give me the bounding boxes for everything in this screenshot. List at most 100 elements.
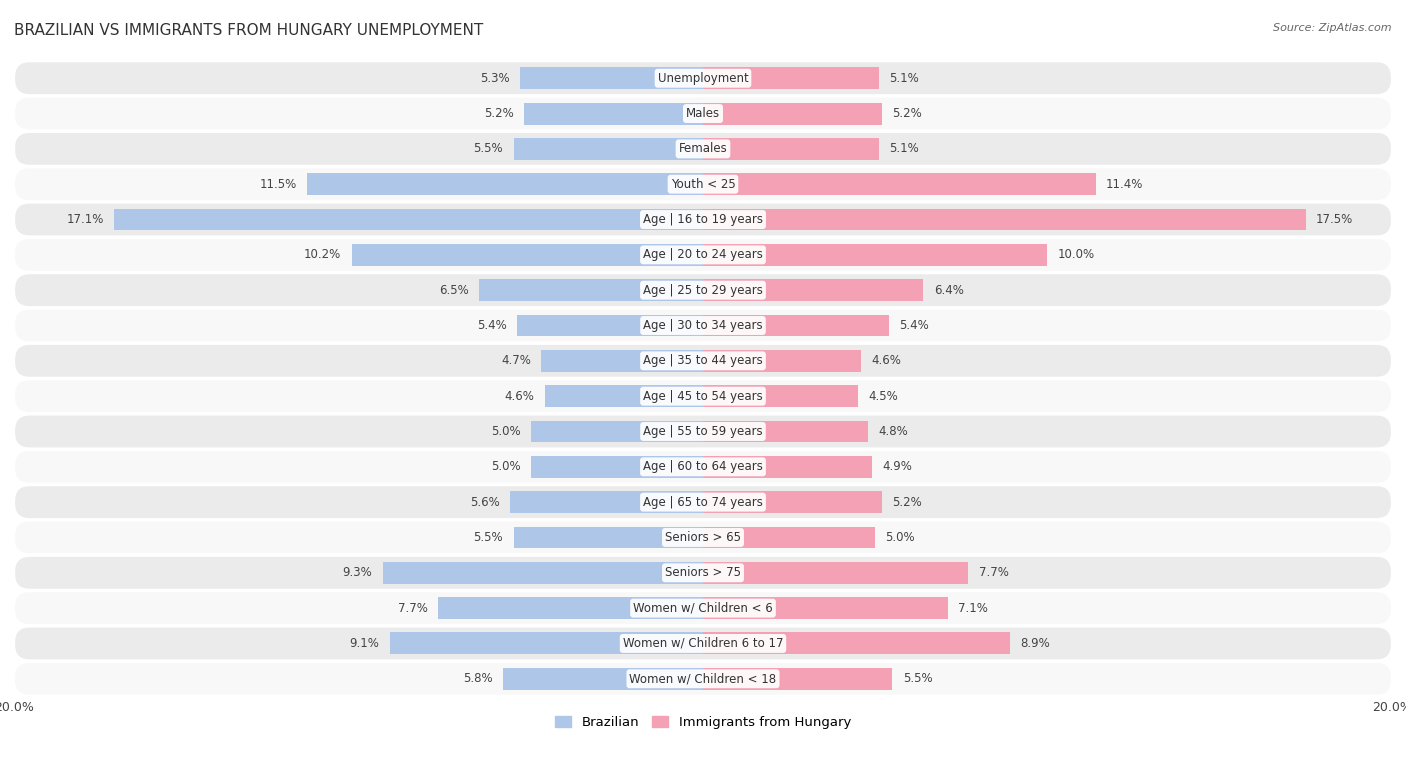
Text: Source: ZipAtlas.com: Source: ZipAtlas.com	[1274, 23, 1392, 33]
Text: 8.9%: 8.9%	[1019, 637, 1050, 650]
Text: 5.8%: 5.8%	[463, 672, 494, 685]
Bar	[703, 244, 1047, 266]
FancyBboxPatch shape	[14, 450, 1392, 484]
Bar	[524, 103, 703, 124]
Bar	[703, 491, 882, 513]
Text: Women w/ Children < 18: Women w/ Children < 18	[630, 672, 776, 685]
FancyBboxPatch shape	[14, 485, 1392, 519]
Text: 10.2%: 10.2%	[304, 248, 342, 261]
Text: 5.5%: 5.5%	[474, 142, 503, 155]
Text: 5.0%: 5.0%	[491, 425, 520, 438]
Text: 11.4%: 11.4%	[1107, 178, 1143, 191]
Text: Age | 16 to 19 years: Age | 16 to 19 years	[643, 213, 763, 226]
FancyBboxPatch shape	[14, 273, 1392, 307]
FancyBboxPatch shape	[14, 167, 1392, 201]
FancyBboxPatch shape	[14, 591, 1392, 625]
Bar	[703, 421, 869, 442]
Bar	[437, 597, 703, 619]
Text: Age | 25 to 29 years: Age | 25 to 29 years	[643, 284, 763, 297]
Text: 6.5%: 6.5%	[439, 284, 468, 297]
FancyBboxPatch shape	[14, 556, 1392, 590]
Bar	[479, 279, 703, 301]
Text: 6.4%: 6.4%	[934, 284, 963, 297]
FancyBboxPatch shape	[14, 379, 1392, 413]
Text: 5.4%: 5.4%	[900, 319, 929, 332]
Text: 4.9%: 4.9%	[882, 460, 912, 473]
Bar	[517, 315, 703, 336]
Text: Youth < 25: Youth < 25	[671, 178, 735, 191]
FancyBboxPatch shape	[14, 238, 1392, 272]
Text: 5.0%: 5.0%	[491, 460, 520, 473]
FancyBboxPatch shape	[14, 132, 1392, 166]
FancyBboxPatch shape	[14, 97, 1392, 130]
Text: 10.0%: 10.0%	[1057, 248, 1095, 261]
FancyBboxPatch shape	[14, 627, 1392, 660]
Text: Age | 65 to 74 years: Age | 65 to 74 years	[643, 496, 763, 509]
Bar	[703, 562, 969, 584]
Text: Seniors > 75: Seniors > 75	[665, 566, 741, 579]
Text: BRAZILIAN VS IMMIGRANTS FROM HUNGARY UNEMPLOYMENT: BRAZILIAN VS IMMIGRANTS FROM HUNGARY UNE…	[14, 23, 484, 38]
Bar	[513, 527, 703, 548]
Text: 5.3%: 5.3%	[481, 72, 510, 85]
Bar	[389, 633, 703, 654]
Text: Seniors > 65: Seniors > 65	[665, 531, 741, 544]
Text: 5.2%: 5.2%	[484, 107, 513, 120]
Bar	[531, 421, 703, 442]
Text: 4.8%: 4.8%	[879, 425, 908, 438]
Text: 5.0%: 5.0%	[886, 531, 915, 544]
Text: 5.5%: 5.5%	[903, 672, 932, 685]
FancyBboxPatch shape	[14, 61, 1392, 95]
Bar	[703, 385, 858, 407]
Text: 4.7%: 4.7%	[501, 354, 531, 367]
Text: Unemployment: Unemployment	[658, 72, 748, 85]
Bar	[503, 668, 703, 690]
Text: Males: Males	[686, 107, 720, 120]
FancyBboxPatch shape	[14, 309, 1392, 342]
Text: Women w/ Children < 6: Women w/ Children < 6	[633, 602, 773, 615]
Bar	[510, 491, 703, 513]
Text: 7.1%: 7.1%	[957, 602, 988, 615]
Text: 5.6%: 5.6%	[470, 496, 499, 509]
Text: Age | 35 to 44 years: Age | 35 to 44 years	[643, 354, 763, 367]
Text: Age | 45 to 54 years: Age | 45 to 54 years	[643, 390, 763, 403]
FancyBboxPatch shape	[14, 203, 1392, 236]
FancyBboxPatch shape	[14, 415, 1392, 448]
Bar	[541, 350, 703, 372]
Bar	[544, 385, 703, 407]
Bar	[703, 597, 948, 619]
FancyBboxPatch shape	[14, 662, 1392, 696]
Bar	[382, 562, 703, 584]
Legend: Brazilian, Immigrants from Hungary: Brazilian, Immigrants from Hungary	[550, 711, 856, 734]
Text: 5.4%: 5.4%	[477, 319, 506, 332]
Bar	[703, 209, 1306, 230]
Text: Age | 20 to 24 years: Age | 20 to 24 years	[643, 248, 763, 261]
Text: Women w/ Children 6 to 17: Women w/ Children 6 to 17	[623, 637, 783, 650]
Bar	[703, 173, 1095, 195]
FancyBboxPatch shape	[14, 344, 1392, 378]
Text: 9.1%: 9.1%	[349, 637, 380, 650]
FancyBboxPatch shape	[14, 521, 1392, 554]
Text: 7.7%: 7.7%	[398, 602, 427, 615]
Text: 4.6%: 4.6%	[872, 354, 901, 367]
Bar	[520, 67, 703, 89]
Bar	[703, 456, 872, 478]
Bar	[703, 103, 882, 124]
Text: Age | 60 to 64 years: Age | 60 to 64 years	[643, 460, 763, 473]
Bar	[703, 668, 893, 690]
Text: 11.5%: 11.5%	[259, 178, 297, 191]
Bar	[703, 350, 862, 372]
Bar	[703, 527, 875, 548]
Bar	[513, 138, 703, 160]
Text: 5.5%: 5.5%	[474, 531, 503, 544]
Text: 5.2%: 5.2%	[893, 496, 922, 509]
Text: Age | 55 to 59 years: Age | 55 to 59 years	[643, 425, 763, 438]
Text: 17.5%: 17.5%	[1316, 213, 1354, 226]
Text: 4.5%: 4.5%	[869, 390, 898, 403]
Text: 5.1%: 5.1%	[889, 142, 918, 155]
Text: Age | 30 to 34 years: Age | 30 to 34 years	[643, 319, 763, 332]
Bar	[352, 244, 703, 266]
Text: 5.1%: 5.1%	[889, 72, 918, 85]
Bar	[114, 209, 703, 230]
Text: 7.7%: 7.7%	[979, 566, 1008, 579]
Text: 4.6%: 4.6%	[505, 390, 534, 403]
